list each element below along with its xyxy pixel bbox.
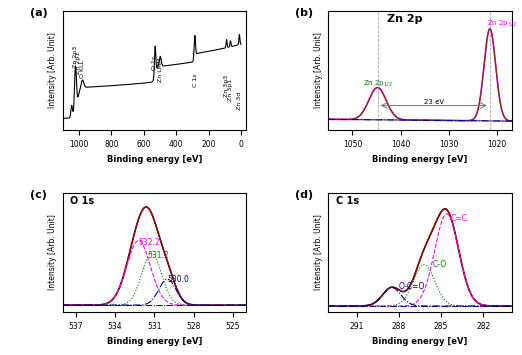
Text: C-O: C-O (433, 260, 447, 269)
Text: C 1s: C 1s (193, 73, 198, 87)
Text: Zn 2p$_{1/2}$: Zn 2p$_{1/2}$ (363, 78, 393, 89)
Text: O 1s: O 1s (152, 56, 157, 70)
Y-axis label: Intensity [Arb. Unit]: Intensity [Arb. Unit] (314, 214, 323, 290)
X-axis label: Binding energy [eV]: Binding energy [eV] (106, 155, 202, 164)
Text: (d): (d) (295, 190, 314, 200)
Text: 23 eV: 23 eV (424, 99, 444, 105)
Text: C 1s: C 1s (336, 196, 359, 206)
Text: O 1s: O 1s (70, 196, 94, 206)
Text: Zn 3p1: Zn 3p1 (228, 79, 233, 101)
Text: Zn 2p$_{3/2}$: Zn 2p$_{3/2}$ (488, 18, 517, 29)
Y-axis label: Intensity [Arb. Unit]: Intensity [Arb. Unit] (314, 33, 323, 109)
Text: O-C=O: O-C=O (399, 282, 425, 291)
Text: Zn 3d: Zn 3d (237, 91, 242, 110)
Text: C=C: C=C (451, 214, 468, 223)
X-axis label: Binding energy [eV]: Binding energy [eV] (372, 155, 468, 164)
Text: O KLL: O KLL (80, 60, 86, 78)
Text: Zn 2p3: Zn 2p3 (73, 46, 78, 68)
Y-axis label: Intensity [Arb. Unit]: Intensity [Arb. Unit] (48, 214, 57, 290)
Y-axis label: Intensity [Arb. Unit]: Intensity [Arb. Unit] (48, 33, 57, 109)
Text: Zn 2p: Zn 2p (387, 14, 422, 24)
Text: (b): (b) (295, 8, 314, 18)
Text: (c): (c) (30, 190, 46, 200)
Text: Zn 2p1: Zn 2p1 (76, 52, 81, 74)
Text: Zn 3p3: Zn 3p3 (223, 75, 229, 97)
X-axis label: Binding energy [eV]: Binding energy [eV] (106, 337, 202, 346)
X-axis label: Binding energy [eV]: Binding energy [eV] (372, 337, 468, 346)
Text: Zn LMM: Zn LMM (158, 58, 162, 82)
Text: 530.0: 530.0 (168, 275, 189, 284)
Text: 531.2: 531.2 (148, 251, 169, 260)
Text: (a): (a) (30, 8, 48, 18)
Text: 532.2: 532.2 (138, 238, 160, 247)
